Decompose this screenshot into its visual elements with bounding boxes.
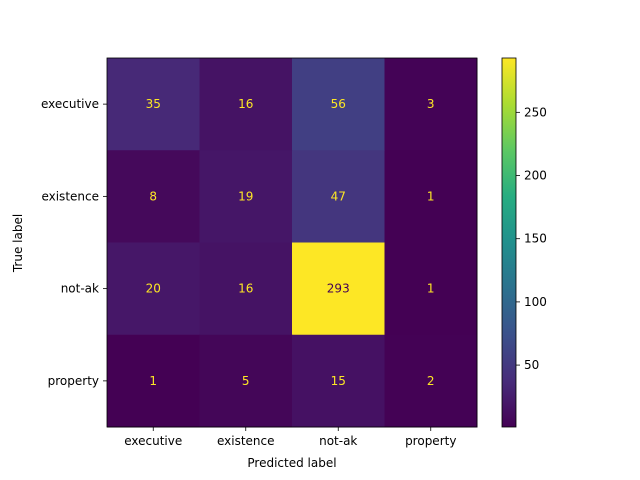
cell-value-label: 5 xyxy=(242,374,250,388)
y-tick-label: property xyxy=(48,374,99,388)
colorbar-frame xyxy=(501,57,517,428)
colorbar-tick-label: 150 xyxy=(524,232,547,246)
heatmap-cell xyxy=(107,150,200,243)
cell-value-label: 56 xyxy=(331,97,346,111)
cell-value-label: 15 xyxy=(331,374,346,388)
heatmap-cell xyxy=(107,242,200,336)
heatmap-cell xyxy=(292,242,385,336)
heatmap-cell xyxy=(107,58,200,151)
y-tick-label: not-ak xyxy=(61,282,99,296)
cell-value-label: 16 xyxy=(238,282,253,296)
x-tick-label: executive xyxy=(124,434,182,448)
heatmap-cell xyxy=(199,150,293,243)
heatmap-cell xyxy=(384,58,478,151)
cell-value-label: 1 xyxy=(427,189,435,203)
cell-value-label: 47 xyxy=(331,189,346,203)
cell-value-label: 293 xyxy=(327,282,350,296)
heatmap-cell xyxy=(199,58,293,151)
cell-value-labels: 35 16 56 38 19 47 120 16 293 11 5 15 2 xyxy=(146,97,435,388)
heatmap-cells xyxy=(107,58,478,428)
heatmap-cell xyxy=(292,150,385,243)
y-tick-label: existence xyxy=(41,189,99,203)
colorbar-tick-label: 50 xyxy=(524,358,539,372)
colorbar-gradient xyxy=(502,58,516,427)
x-axis: executive existence not-ak property xyxy=(106,57,478,448)
colorbar: 50 100 150 200 250 xyxy=(501,57,547,428)
heatmap-cell xyxy=(384,150,478,243)
x-tick-label: property xyxy=(405,434,456,448)
x-tick-label: not-ak xyxy=(319,434,357,448)
cell-value-label: 2 xyxy=(427,374,435,388)
colorbar-tick-label: 100 xyxy=(524,295,547,309)
y-axis: executive existence not-ak property xyxy=(41,97,107,388)
heatmap-cell xyxy=(107,334,200,428)
plot-frame xyxy=(106,57,478,428)
heatmap-cell xyxy=(384,334,478,428)
cell-value-label: 1 xyxy=(149,374,157,388)
heatmap-cell xyxy=(292,334,385,428)
y-axis-label: True label xyxy=(11,214,25,273)
y-tick-label: executive xyxy=(41,97,99,111)
colorbar-tick-label: 200 xyxy=(524,169,547,183)
cell-value-label: 19 xyxy=(238,189,253,203)
heatmap-cell xyxy=(199,334,293,428)
heatmap-cell xyxy=(384,242,478,336)
x-axis-label: Predicted label xyxy=(247,456,336,470)
heatmap-cell xyxy=(199,242,293,336)
cell-value-label: 20 xyxy=(146,282,161,296)
cell-value-label: 16 xyxy=(238,97,253,111)
cell-value-label: 35 xyxy=(146,97,161,111)
colorbar-tick-label: 250 xyxy=(524,105,547,119)
x-tick-label: existence xyxy=(217,434,275,448)
cell-value-label: 3 xyxy=(427,97,435,111)
cell-value-label: 1 xyxy=(427,282,435,296)
heatmap-cell xyxy=(292,58,385,151)
cell-value-label: 8 xyxy=(149,189,157,203)
